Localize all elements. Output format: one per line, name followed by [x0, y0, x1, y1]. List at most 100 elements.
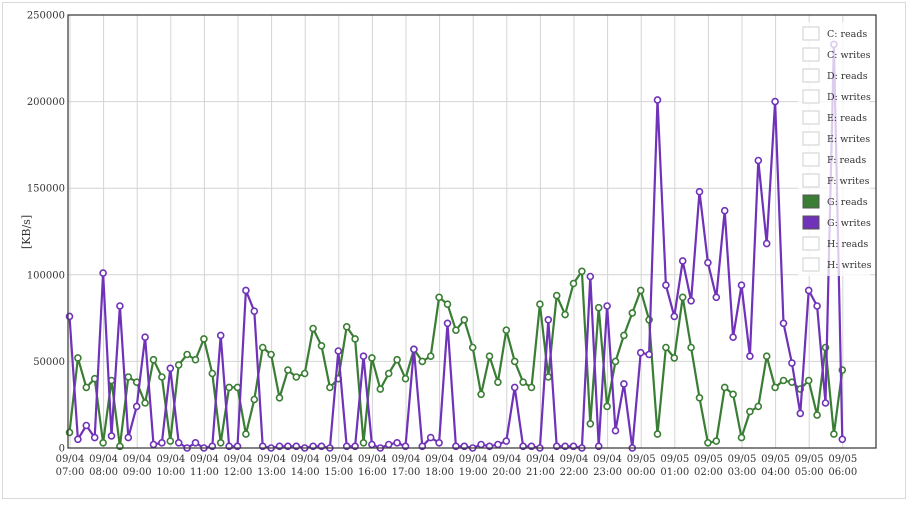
data-point-g-writes: [132, 402, 141, 411]
data-point-g-writes: [384, 440, 393, 449]
data-point-g-reads: [183, 350, 191, 359]
x-tick-date: 09/04: [358, 454, 387, 465]
data-point-g-writes: [141, 333, 149, 342]
legend-swatch-f-reads: [802, 152, 820, 167]
legend-label-h-reads: H: reads: [827, 239, 868, 250]
data-point-g-writes: [678, 257, 687, 265]
x-tick-time: 16:00: [358, 467, 387, 478]
data-point-g-writes: [779, 319, 788, 328]
x-tick-time: 20:00: [492, 467, 521, 478]
x-tick-time: 08:00: [89, 467, 118, 478]
y-tick-label: 250000: [27, 11, 65, 22]
data-point-g-reads: [737, 433, 746, 442]
data-point-g-writes: [813, 302, 821, 310]
legend-label-d-reads: D: reads: [827, 71, 868, 82]
x-tick-date: 09/05: [694, 454, 723, 465]
data-point-g-reads: [477, 390, 485, 399]
legend-label-f-writes: F: writes: [827, 176, 870, 187]
legend-swatch-c-writes: [802, 47, 820, 62]
x-tick-time: 22:00: [560, 467, 589, 478]
legend-label-h-writes: H: writes: [827, 260, 872, 271]
data-point-g-reads: [141, 399, 149, 407]
x-tick-time: 15:00: [324, 467, 353, 478]
data-point-g-writes: [838, 435, 847, 444]
data-point-g-writes: [368, 440, 376, 449]
x-tick-date: 09/05: [828, 454, 857, 465]
data-point-g-writes: [821, 399, 830, 407]
data-point-g-writes: [359, 352, 368, 361]
data-point-g-writes: [107, 432, 116, 440]
data-point-g-reads: [250, 395, 259, 404]
x-tick-time: 12:00: [224, 467, 253, 478]
series-layer: [65, 40, 847, 452]
legend-label-c-writes: C: writes: [827, 50, 871, 61]
data-point-g-writes: [334, 347, 343, 355]
data-point-g-reads: [578, 267, 586, 276]
data-point-g-reads: [359, 438, 368, 447]
data-point-g-writes: [712, 293, 721, 302]
data-point-g-reads: [561, 310, 569, 319]
data-point-g-writes: [74, 435, 82, 444]
x-tick-time: 02:00: [694, 467, 723, 478]
x-tick-time: 03:00: [728, 467, 757, 478]
data-point-g-writes: [242, 286, 250, 295]
data-point-g-reads: [418, 357, 427, 366]
data-point-g-reads: [468, 343, 477, 352]
data-point-g-writes: [754, 156, 763, 165]
data-point-g-writes: [746, 352, 754, 361]
data-point-g-writes: [410, 345, 418, 354]
x-tick-time: 10:00: [156, 467, 185, 478]
legend-swatch-g-reads: [802, 194, 820, 209]
data-point-g-reads: [124, 373, 133, 381]
data-point-g-reads: [813, 411, 821, 419]
data-point-g-reads: [275, 393, 284, 402]
x-tick-date: 09/05: [660, 454, 689, 465]
data-point-g-reads: [74, 354, 82, 362]
legend-swatch-g-writes: [802, 215, 820, 230]
data-point-g-reads: [746, 407, 754, 416]
data-point-g-reads: [628, 309, 637, 317]
data-point-g-reads: [200, 335, 208, 343]
x-axis-ticks: 09/04 07:00 09/04 08:00 09/04 09:00 09/04 10:00…: [56, 454, 858, 478]
data-point-g-reads: [494, 378, 502, 387]
data-point-g-reads: [653, 430, 662, 438]
data-point-g-reads: [309, 324, 317, 333]
data-point-g-reads: [552, 291, 561, 300]
data-point-g-reads: [426, 352, 435, 361]
data-point-g-reads: [544, 373, 553, 381]
plot-area-border: [67, 14, 877, 449]
data-point-g-reads: [678, 293, 687, 302]
data-point-g-writes: [174, 438, 183, 447]
data-point-g-writes: [82, 421, 91, 430]
data-point-g-reads: [502, 326, 511, 335]
x-tick-time: 09:00: [123, 467, 152, 478]
x-tick-date: 09/05: [627, 454, 656, 465]
data-point-g-reads: [704, 438, 712, 447]
data-point-g-writes: [729, 333, 737, 342]
data-point-g-reads: [158, 373, 166, 381]
data-point-g-reads: [779, 376, 788, 385]
legend: C: reads C: writes D: reads D: writes E: rea…: [798, 22, 872, 276]
data-point-g-writes: [544, 315, 553, 324]
data-point-g-reads: [191, 355, 200, 364]
data-point-g-reads: [729, 390, 737, 399]
x-tick-time: 21:00: [526, 467, 555, 478]
data-point-g-reads: [662, 343, 670, 352]
data-point-g-writes: [788, 359, 796, 367]
x-tick-time: 18:00: [425, 467, 454, 478]
data-point-g-reads: [536, 300, 544, 309]
data-point-g-reads: [435, 293, 443, 302]
x-tick-date: 09/04: [392, 454, 421, 465]
x-tick-date: 09/04: [89, 454, 118, 465]
x-tick-time: 14:00: [291, 467, 320, 478]
data-point-g-reads: [300, 369, 309, 378]
y-tick-label: 0: [59, 444, 65, 455]
legend-swatch-c-reads: [802, 26, 820, 41]
series-line-g-reads: [68, 270, 844, 448]
data-point-g-reads: [771, 383, 779, 392]
legend-label-f-reads: F: reads: [827, 155, 866, 166]
legend-label-g-reads: G: reads: [827, 197, 868, 208]
data-point-g-reads: [519, 378, 527, 387]
x-tick-date: 09/04: [291, 454, 320, 465]
legend-swatch-h-reads: [802, 236, 820, 251]
